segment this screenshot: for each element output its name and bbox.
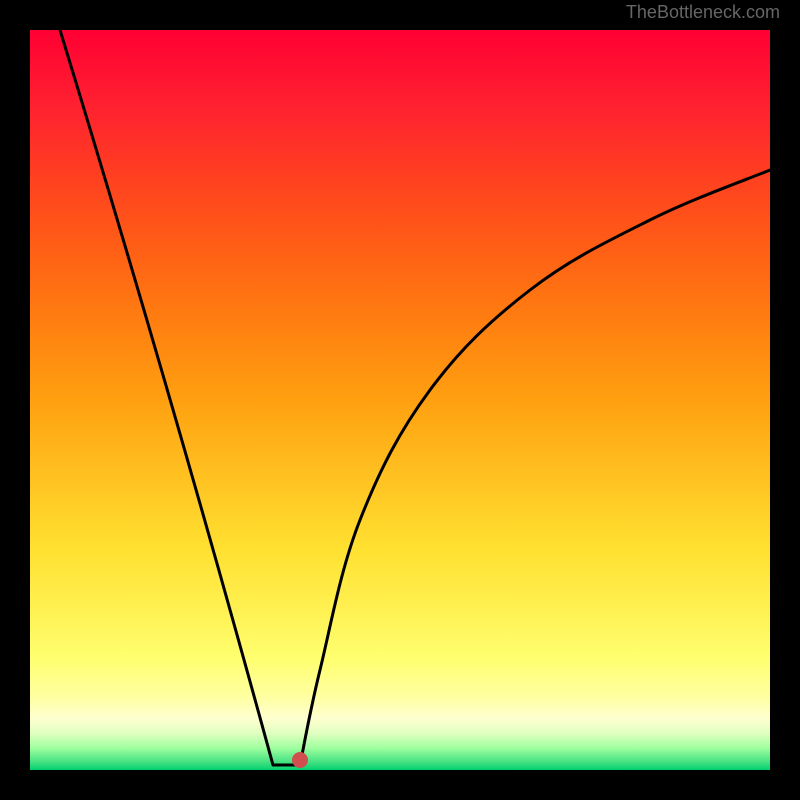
watermark-text: TheBottleneck.com [626,2,780,23]
bottleneck-curve [60,30,770,765]
curve-overlay [30,30,770,770]
minimum-marker [292,752,308,768]
plot-area [30,30,770,770]
